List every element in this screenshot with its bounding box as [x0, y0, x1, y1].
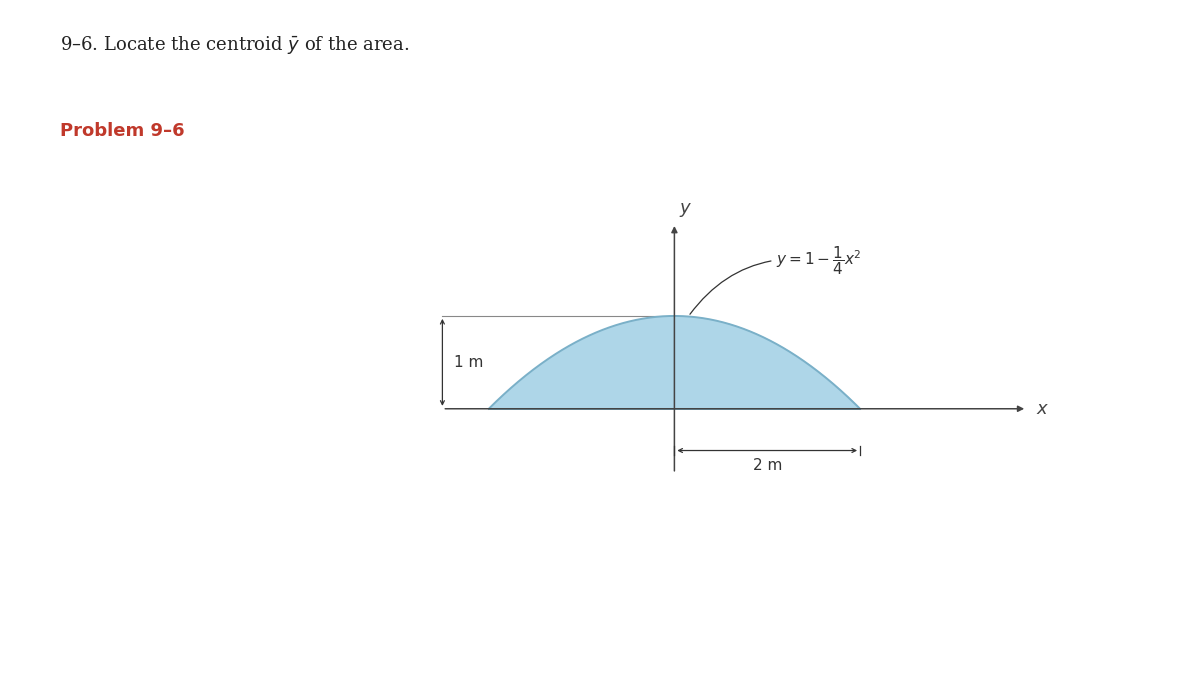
- Text: $y$: $y$: [679, 200, 692, 219]
- Text: 2 m: 2 m: [752, 458, 782, 473]
- Text: $y = 1 - \dfrac{1}{4}x^2$: $y = 1 - \dfrac{1}{4}x^2$: [690, 244, 862, 314]
- Text: 9–6. Locate the centroid $\bar{y}$ of the area.: 9–6. Locate the centroid $\bar{y}$ of th…: [60, 34, 409, 56]
- Text: Problem 9–6: Problem 9–6: [60, 122, 185, 141]
- Text: 1 m: 1 m: [454, 355, 482, 370]
- Text: $x$: $x$: [1037, 400, 1050, 418]
